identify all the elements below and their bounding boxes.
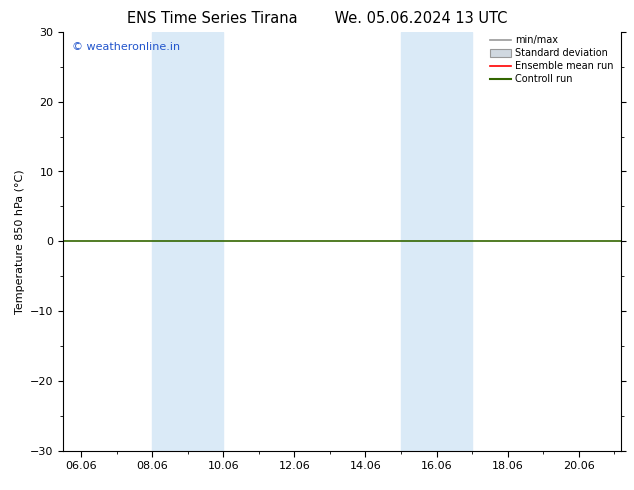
Legend: min/max, Standard deviation, Ensemble mean run, Controll run: min/max, Standard deviation, Ensemble me… [487,32,616,87]
Text: © weatheronline.in: © weatheronline.in [72,42,180,52]
Text: ENS Time Series Tirana        We. 05.06.2024 13 UTC: ENS Time Series Tirana We. 05.06.2024 13… [127,11,507,26]
Bar [152,32,223,451]
Y-axis label: Temperature 850 hPa (°C): Temperature 850 hPa (°C) [15,169,25,314]
Bar [401,32,472,451]
